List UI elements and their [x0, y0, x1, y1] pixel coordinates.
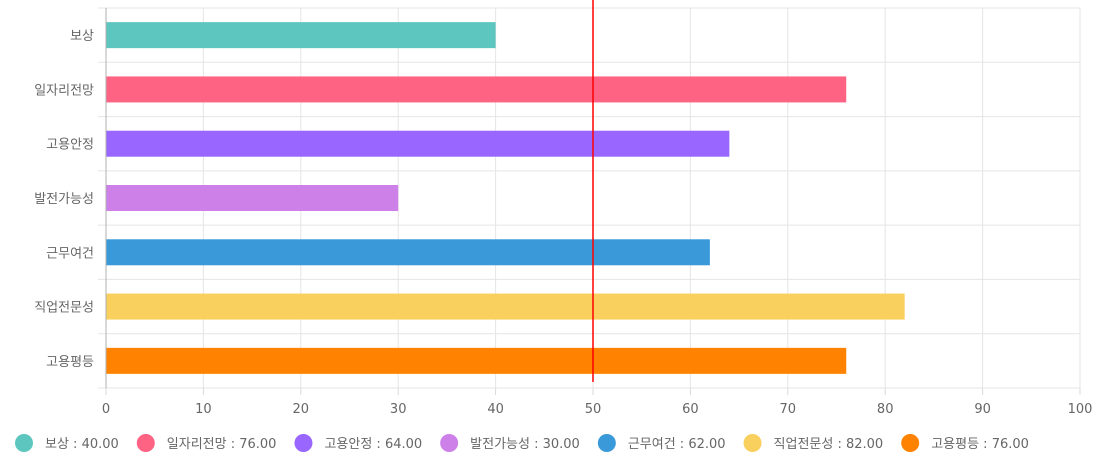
- category-label: 발전가능성: [34, 192, 94, 207]
- legend-item[interactable]: 발전가능성 : 30.00: [440, 434, 580, 452]
- x-tick-labels: 0 10 20 30 40 50 60 70 80 90 100: [102, 402, 1093, 417]
- x-tick-label: 40: [487, 402, 504, 417]
- legend-item[interactable]: 보상 : 40.00: [15, 434, 119, 452]
- legend-label: 직업전문성 : 82.00: [774, 437, 884, 452]
- category-label: 일자리전망: [34, 83, 94, 98]
- category-label: 고용안정: [46, 138, 94, 153]
- category-label: 고용평등: [46, 355, 94, 370]
- legend-marker: [136, 434, 155, 452]
- bar[interactable]: [106, 130, 730, 157]
- bars: [106, 22, 905, 374]
- legend-label: 근무여건 : 62.00: [628, 437, 726, 452]
- x-tick-label: 90: [974, 402, 991, 417]
- bar[interactable]: [106, 22, 496, 49]
- legend-marker: [15, 434, 33, 452]
- legend-marker: [743, 434, 762, 452]
- legend: 보상 : 40.00 일자리전망 : 76.00 고용안정 : 64.00 발전가능성…: [15, 434, 1029, 452]
- x-tick-label: 80: [877, 402, 894, 417]
- category-label: 보상: [70, 29, 94, 44]
- legend-item[interactable]: 고용평등 : 76.00: [901, 434, 1029, 452]
- bar[interactable]: [106, 293, 905, 320]
- legend-item[interactable]: 일자리전망 : 76.00: [136, 434, 277, 452]
- legend-label: 고용안정 : 64.00: [324, 437, 422, 452]
- x-tick-label: 10: [195, 402, 212, 417]
- x-tick-label: 20: [293, 402, 310, 417]
- legend-label: 고용평등 : 76.00: [931, 437, 1029, 452]
- x-tick-label: 0: [102, 402, 110, 417]
- bar[interactable]: [106, 347, 847, 374]
- x-tick-label: 70: [780, 402, 797, 417]
- legend-marker: [901, 434, 920, 452]
- legend-label: 발전가능성 : 30.00: [470, 437, 580, 452]
- x-tick-label: 30: [390, 402, 407, 417]
- legend-label: 일자리전망 : 76.00: [167, 437, 277, 452]
- legend-marker: [294, 434, 313, 452]
- x-tick-label: 60: [682, 402, 699, 417]
- x-tick-label: 50: [585, 402, 602, 417]
- category-label: 직업전문성: [34, 301, 94, 316]
- x-tick-label: 100: [1068, 402, 1093, 417]
- category-label: 근무여건: [46, 246, 94, 261]
- grid-lines: [98, 7, 1081, 395]
- legend-item[interactable]: 근무여건 : 62.00: [597, 434, 726, 452]
- legend-item[interactable]: 직업전문성 : 82.00: [743, 434, 884, 452]
- legend-marker: [597, 434, 616, 452]
- bar[interactable]: [106, 239, 710, 266]
- legend-marker: [440, 434, 459, 452]
- legend-item[interactable]: 고용안정 : 64.00: [294, 434, 422, 452]
- legend-label: 보상 : 40.00: [45, 437, 119, 452]
- bar[interactable]: [106, 185, 399, 211]
- bar[interactable]: [106, 76, 847, 103]
